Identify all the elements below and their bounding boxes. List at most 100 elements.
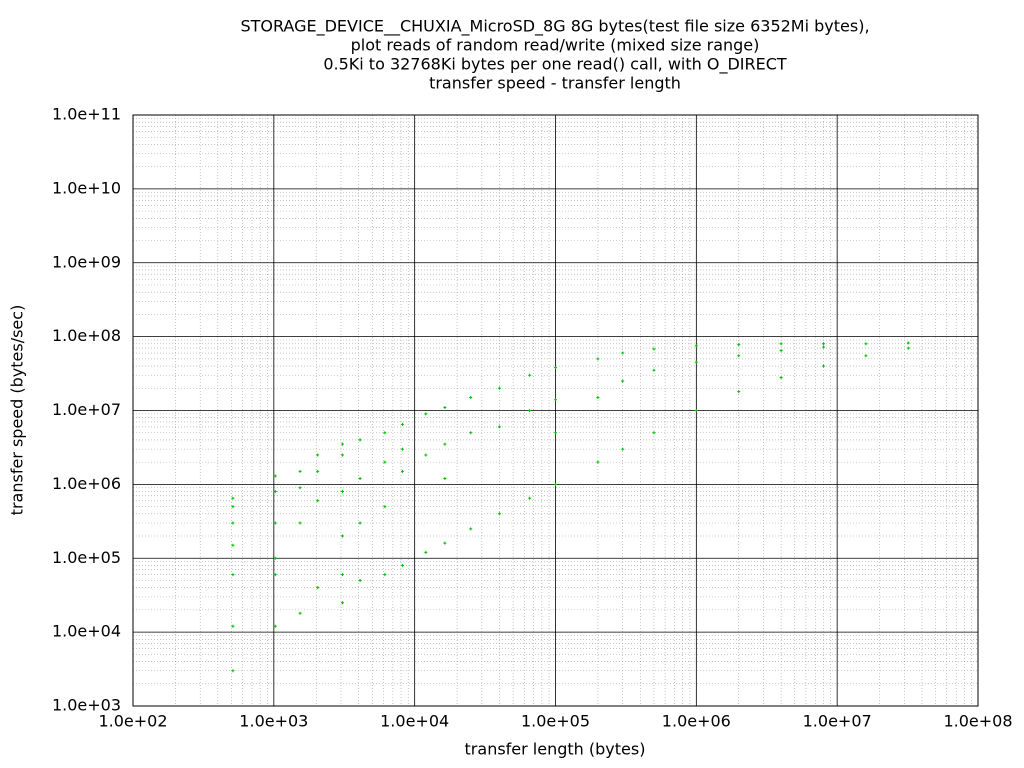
- point: [231, 505, 235, 509]
- point: [400, 563, 404, 567]
- x-tick-label: 1.0e+04: [380, 712, 449, 731]
- point: [497, 425, 501, 429]
- point: [231, 496, 235, 500]
- point: [383, 460, 387, 464]
- x-tick-label: 1.0e+08: [943, 712, 1012, 731]
- point: [231, 521, 235, 525]
- point: [340, 453, 344, 457]
- point: [779, 348, 783, 352]
- point: [822, 364, 826, 368]
- point: [864, 354, 868, 358]
- point: [596, 460, 600, 464]
- point: [358, 521, 362, 525]
- point: [231, 669, 235, 673]
- point: [231, 543, 235, 547]
- point: [340, 490, 344, 494]
- point: [621, 351, 625, 355]
- point: [424, 550, 428, 554]
- point: [358, 438, 362, 442]
- y-tick-label: 1.0e+05: [52, 548, 121, 567]
- point: [316, 499, 320, 503]
- x-tick-label: 1.0e+05: [521, 712, 590, 731]
- point: [652, 368, 656, 372]
- chart-title: plot reads of random read/write (mixed s…: [351, 36, 760, 55]
- point: [906, 341, 910, 345]
- chart-title: STORAGE_DEVICE__CHUXIA_MicroSD_8G 8G byt…: [240, 17, 869, 37]
- point: [737, 390, 741, 394]
- title-block: STORAGE_DEVICE__CHUXIA_MicroSD_8G 8G byt…: [240, 17, 869, 93]
- point: [906, 346, 910, 350]
- point: [621, 447, 625, 451]
- point: [864, 342, 868, 346]
- point: [298, 486, 302, 490]
- point: [443, 541, 447, 545]
- y-tick-label: 1.0e+04: [52, 622, 121, 641]
- chart-title: 0.5Ki to 32768Ki bytes per one read() ca…: [323, 55, 787, 75]
- point: [469, 431, 473, 435]
- point: [298, 611, 302, 615]
- point: [383, 505, 387, 509]
- point: [298, 521, 302, 525]
- point: [737, 343, 741, 347]
- point: [400, 469, 404, 473]
- point: [273, 490, 277, 494]
- point: [554, 431, 557, 435]
- y-axis-label: transfer speed (bytes/sec): [8, 305, 27, 516]
- point: [652, 431, 656, 435]
- point: [383, 431, 387, 435]
- x-tick-label: 1.0e+02: [98, 712, 167, 731]
- point: [822, 342, 826, 346]
- point: [443, 405, 447, 409]
- point: [694, 409, 698, 412]
- point: [779, 342, 783, 346]
- point: [273, 624, 277, 628]
- point: [424, 453, 428, 457]
- point: [316, 453, 320, 457]
- point: [358, 578, 362, 582]
- point: [554, 482, 557, 486]
- point: [298, 469, 302, 473]
- point: [273, 521, 277, 525]
- point: [469, 527, 473, 531]
- point: [231, 624, 235, 628]
- point: [316, 586, 320, 590]
- plot-frame: [132, 114, 979, 707]
- point: [424, 412, 428, 416]
- y-tick-label: 1.0e+07: [52, 400, 121, 419]
- y-tick-label: 1.0e+06: [52, 474, 121, 493]
- point: [383, 573, 387, 577]
- point: [273, 556, 277, 560]
- point: [273, 474, 277, 478]
- point: [528, 496, 532, 500]
- point: [231, 573, 235, 577]
- y-tick-label: 1.0e+10: [52, 178, 121, 197]
- point: [596, 357, 600, 361]
- point: [554, 366, 557, 370]
- point: [443, 477, 447, 481]
- point: [340, 601, 344, 605]
- point: [469, 395, 473, 399]
- y-tick-label: 1.0e+08: [52, 326, 121, 345]
- x-axis-label: transfer length (bytes): [465, 740, 646, 759]
- point: [528, 373, 532, 377]
- point: [340, 573, 344, 577]
- y-tick-label: 1.0e+09: [52, 252, 121, 271]
- point: [621, 379, 625, 383]
- point: [822, 345, 826, 349]
- point: [273, 573, 277, 577]
- point: [316, 469, 320, 473]
- point: [497, 512, 501, 516]
- point: [779, 375, 783, 379]
- point: [652, 347, 656, 351]
- chart-title: transfer speed - transfer length: [429, 74, 681, 93]
- point: [340, 534, 344, 538]
- point: [554, 398, 557, 402]
- point: [400, 422, 404, 426]
- point: [400, 447, 404, 451]
- point: [596, 395, 600, 399]
- x-tick-label: 1.0e+07: [803, 712, 872, 731]
- point: [443, 442, 447, 446]
- point: [497, 386, 501, 390]
- y-tick-label: 1.0e+03: [52, 696, 121, 715]
- point: [528, 409, 532, 412]
